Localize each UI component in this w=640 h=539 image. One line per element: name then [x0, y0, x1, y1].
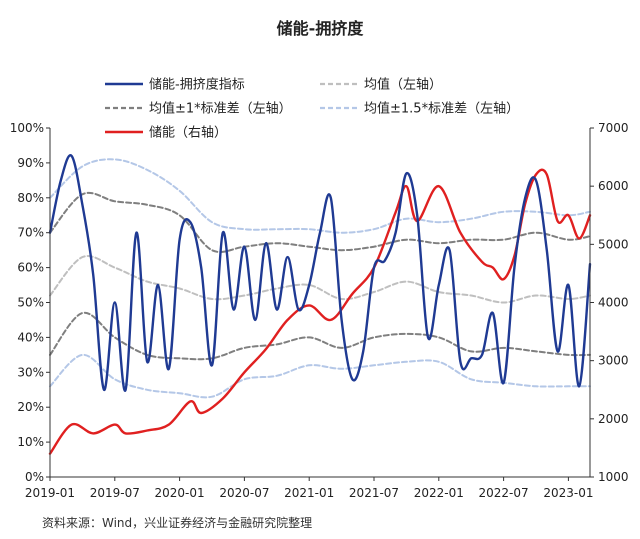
legend-label-energy-storage: 储能（右轴）	[149, 126, 227, 141]
x-tick-label: 2020-01	[155, 486, 205, 500]
y-right-tick-label: 5000	[598, 237, 629, 251]
y-left-tick-label: 50%	[17, 296, 44, 310]
x-tick-label: 2021-01	[284, 486, 334, 500]
x-tick-label: 2019-07	[90, 486, 140, 500]
series-line-mean-minus-1-5sd	[49, 353, 591, 399]
y-right-tick-label: 7000	[598, 121, 629, 135]
x-tick-label: 2023-01	[543, 486, 593, 500]
y-left-tick-label: 100%	[10, 121, 44, 135]
y-left-tick-label: 40%	[17, 330, 44, 344]
y-left-tick-label: 70%	[17, 226, 44, 240]
y-right-tick-label: 6000	[598, 179, 629, 193]
x-tick-label: 2022-07	[479, 486, 529, 500]
y-right-tick-label: 2000	[598, 412, 629, 426]
y-left-tick-label: 30%	[17, 365, 44, 379]
legend-label-mean-sd1-5: 均值±1.5*标准差（左轴）	[364, 101, 519, 117]
legend-label-crowding-index: 储能-拥挤度指标	[149, 77, 245, 93]
y-left-tick-label: 20%	[17, 400, 44, 414]
y-left-tick-label: 80%	[17, 191, 44, 205]
y-right-tick-label: 3000	[598, 354, 629, 368]
series-line-mean-plus-1sd	[49, 191, 591, 253]
y-left-tick-label: 90%	[17, 156, 44, 170]
y-left-tick-label: 60%	[17, 261, 44, 275]
x-tick-label: 2022-01	[414, 486, 464, 500]
y-left-tick-label: 0%	[25, 470, 44, 484]
x-tick-label: 2021-07	[349, 486, 399, 500]
x-tick-label: 2019-01	[25, 486, 75, 500]
legend: 储能-拥挤度指标 均值（左轴） 均值±1*标准差（左轴） 均值±1.5*标准差（左轴）…	[105, 77, 519, 141]
legend-label-mean-sd1: 均值±1*标准差（左轴）	[149, 101, 292, 117]
chart-title: 储能-拥挤度	[276, 19, 365, 38]
series-line-mean-minus-1sd	[49, 311, 591, 361]
plot-area	[48, 154, 592, 455]
axes: 0% 10% 20% 30% 40% 50% 60% 70% 80% 90% 100% 1000 200…	[10, 121, 629, 500]
y-right-tick-label: 4000	[598, 296, 629, 310]
y-right-tick-label: 1000	[598, 470, 629, 484]
source-note: 资料来源：Wind，兴业证券经济与金融研究院整理	[42, 515, 312, 530]
series-line-crowding-index	[48, 154, 592, 392]
x-tick-label: 2020-07	[219, 486, 269, 500]
y-left-tick-label: 10%	[17, 435, 44, 449]
series-line-mean-plus-1-5sd	[49, 158, 591, 234]
series-line-mean	[49, 255, 591, 304]
legend-label-mean: 均值（左轴）	[364, 77, 442, 93]
